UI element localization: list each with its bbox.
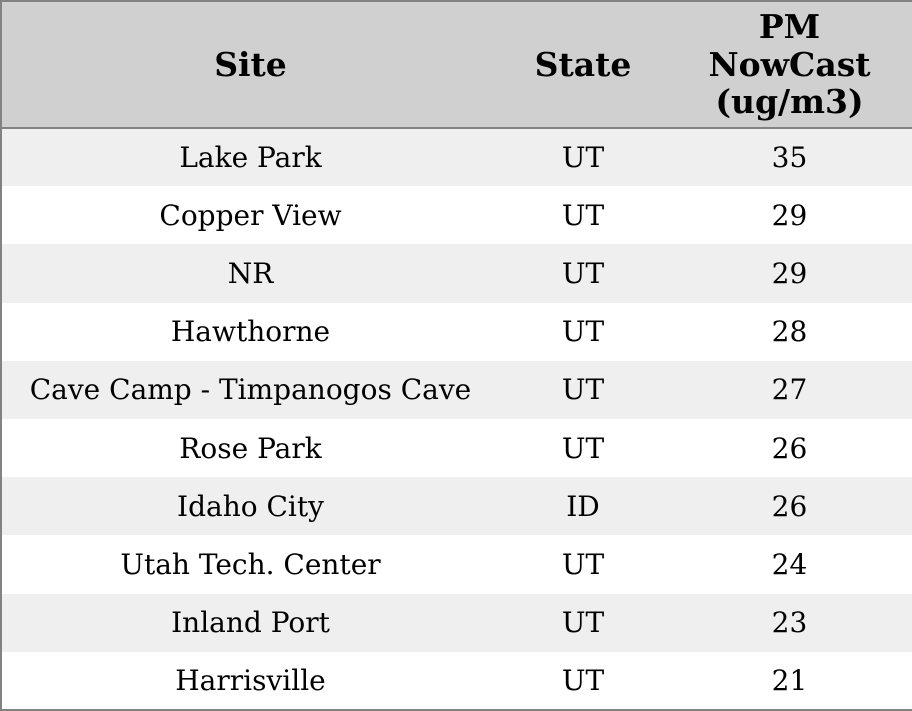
pm-nowcast-cell: 26 bbox=[771, 431, 808, 465]
site-cell: Copper View bbox=[159, 198, 342, 232]
table-row: NR UT 29 bbox=[1, 244, 912, 303]
table-body: Lake Park UT 35 Copper View UT 29 NR UT … bbox=[1, 128, 912, 710]
header-row: Site State PM NowCast (ug/m3) bbox=[1, 1, 912, 129]
state-cell: UT bbox=[561, 547, 605, 581]
state-cell: UT bbox=[561, 315, 605, 349]
table-header: Site State PM NowCast (ug/m3) bbox=[1, 1, 912, 129]
pm-nowcast-cell: 29 bbox=[771, 198, 808, 232]
table-row: Utah Tech. Center UT 24 bbox=[1, 535, 912, 594]
site-cell: Lake Park bbox=[179, 141, 322, 175]
col-header-pm-nowcast-label: PM NowCast (ug/m3) bbox=[708, 6, 871, 122]
table-row: Lake Park UT 35 bbox=[1, 128, 912, 187]
state-cell: ID bbox=[566, 489, 600, 523]
pm-nowcast-cell: 28 bbox=[771, 315, 808, 349]
col-header-site-label: Site bbox=[214, 44, 287, 84]
col-header-state: State bbox=[499, 1, 667, 129]
pm-nowcast-cell: 27 bbox=[771, 373, 808, 407]
pm-nowcast-cell: 29 bbox=[771, 256, 808, 290]
site-cell: Utah Tech. Center bbox=[120, 547, 381, 581]
pm-nowcast-cell: 23 bbox=[771, 606, 808, 640]
site-cell: NR bbox=[227, 256, 274, 290]
state-cell: UT bbox=[561, 256, 605, 290]
site-cell: Cave Camp - Timpanogos Cave bbox=[29, 373, 472, 407]
site-cell: Harrisville bbox=[175, 663, 326, 697]
col-header-state-label: State bbox=[534, 44, 632, 84]
state-cell: UT bbox=[561, 141, 605, 175]
col-header-site: Site bbox=[1, 1, 499, 129]
state-cell: UT bbox=[561, 431, 605, 465]
table-row: Copper View UT 29 bbox=[1, 186, 912, 245]
site-cell: Rose Park bbox=[179, 431, 322, 465]
pm-nowcast-cell: 24 bbox=[771, 547, 808, 581]
col-header-pm-nowcast: PM NowCast (ug/m3) bbox=[667, 1, 912, 129]
site-cell: Inland Port bbox=[171, 606, 330, 640]
state-cell: UT bbox=[561, 663, 605, 697]
state-cell: UT bbox=[561, 198, 605, 232]
state-cell: UT bbox=[561, 373, 605, 407]
pm-nowcast-cell: 35 bbox=[771, 141, 808, 175]
pm-nowcast-cell: 21 bbox=[771, 663, 808, 697]
table-row: Idaho City ID 26 bbox=[1, 477, 912, 536]
state-cell: UT bbox=[561, 606, 605, 640]
site-cell: Hawthorne bbox=[170, 315, 331, 349]
table-row: Inland Port UT 23 bbox=[1, 593, 912, 652]
table-row: Hawthorne UT 28 bbox=[1, 302, 912, 361]
site-cell: Idaho City bbox=[177, 489, 324, 523]
table-row: Rose Park UT 26 bbox=[1, 418, 912, 478]
table-row: Cave Camp - Timpanogos Cave UT 27 bbox=[1, 360, 912, 419]
table-row: Harrisville UT 21 bbox=[1, 651, 912, 710]
pm-nowcast-cell: 26 bbox=[771, 489, 808, 523]
